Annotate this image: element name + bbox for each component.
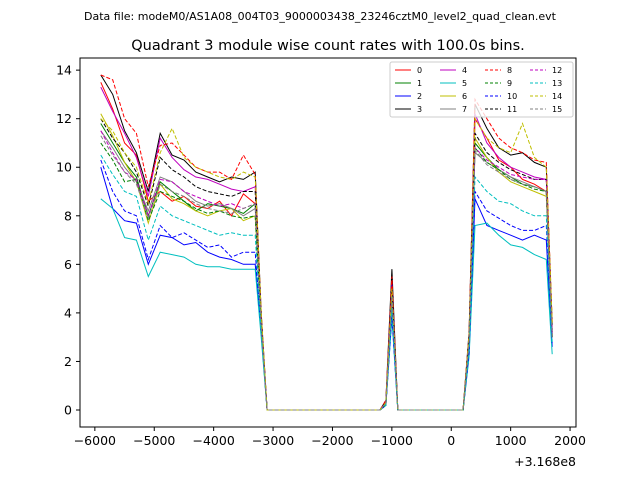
legend-label-5: 5 (462, 79, 467, 88)
series-line-0 (100, 82, 553, 411)
legend-label-8: 8 (507, 66, 512, 75)
suptitle: Data file: modeM0/AS1A08_004T03_90000034… (84, 10, 557, 23)
x-tick-label: −2000 (311, 433, 353, 448)
series-line-3 (100, 74, 553, 411)
legend-label-4: 4 (462, 66, 467, 75)
series-line-6 (100, 113, 553, 411)
x-axis: −6000 −5000 −4000 −3000 −2000 −1000 0 1000 2000 (74, 427, 586, 448)
y-tick-label: 4 (64, 305, 72, 320)
series-line-9 (100, 142, 553, 411)
legend-label-9: 9 (507, 79, 512, 88)
x-tick-label: 2000 (554, 433, 586, 448)
y-tick-label: 14 (56, 63, 72, 78)
legend-label-12: 12 (552, 66, 562, 75)
series-line-5 (100, 198, 553, 411)
legend-label-7: 7 (462, 105, 467, 114)
x-tick-label: 0 (447, 433, 455, 448)
legend-label-1: 1 (417, 79, 422, 88)
series-line-10 (100, 159, 553, 411)
legend-label-15: 15 (552, 105, 562, 114)
x-tick-label: −6000 (74, 433, 116, 448)
legend-label-10: 10 (507, 92, 517, 101)
y-axis: 0 2 4 6 8 10 12 14 (56, 63, 80, 418)
legend-label-13: 13 (552, 79, 562, 88)
x-tick-label: −5000 (133, 433, 175, 448)
series-line-2 (100, 167, 553, 411)
legend-label-11: 11 (507, 105, 517, 114)
legend-label-3: 3 (417, 105, 422, 114)
series-line-14 (100, 117, 553, 411)
y-tick-label: 0 (64, 403, 72, 418)
y-tick-label: 8 (64, 208, 72, 223)
legend-label-2: 2 (417, 92, 422, 101)
axes-frame (79, 57, 577, 428)
legend-label-0: 0 (417, 66, 422, 75)
series-line-12 (100, 130, 553, 411)
chart-title: Quadrant 3 module wise count rates with … (131, 38, 525, 54)
series-line-13 (100, 154, 553, 411)
x-tick-label: −3000 (252, 433, 294, 448)
y-tick-label: 6 (64, 257, 72, 272)
x-tick-label: −4000 (193, 433, 235, 448)
legend-label-6: 6 (462, 92, 467, 101)
y-tick-label: 12 (56, 111, 72, 126)
legend-box (389, 61, 574, 118)
y-tick-label: 2 (64, 354, 72, 369)
series-line-8 (100, 74, 553, 411)
x-offset-label: +3.168e8 (514, 454, 576, 469)
series-line-7 (100, 130, 553, 411)
x-tick-label: 1000 (495, 433, 527, 448)
y-tick-label: 10 (56, 160, 72, 175)
series-line-15 (100, 135, 553, 411)
legend-label-14: 14 (552, 92, 562, 101)
series-line-11 (100, 118, 553, 411)
x-tick-label: −1000 (371, 433, 413, 448)
plot-area (100, 74, 553, 411)
